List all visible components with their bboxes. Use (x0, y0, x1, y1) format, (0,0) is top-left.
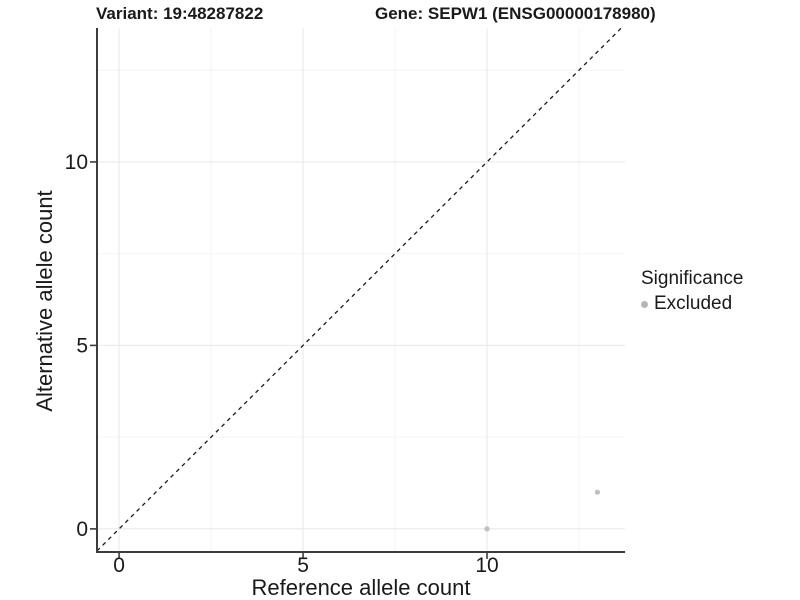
legend-key-dot-icon (641, 300, 648, 308)
legend-title: Significance (641, 268, 744, 289)
data-point (484, 526, 490, 532)
y-tick-label: 5 (76, 334, 88, 357)
y-tick-label: 0 (76, 518, 88, 541)
x-axis-title: Reference allele count (251, 575, 471, 600)
x-tick-label: 10 (475, 554, 498, 577)
x-tick-label: 5 (297, 554, 309, 577)
data-point (594, 489, 601, 495)
x-tick-label: 0 (113, 554, 125, 577)
legend: Significance Excluded (641, 268, 743, 315)
y-tick-label: 10 (65, 151, 88, 174)
plot-title-gene: Gene: SEPW1 (ENSG00000178980) (375, 4, 656, 23)
legend-item-excluded: Excluded (641, 293, 743, 315)
plot-title-variant: Variant: 19:48287822 (96, 4, 264, 23)
legend-item-label: Excluded (654, 293, 733, 314)
identity-line (96, 27, 622, 552)
